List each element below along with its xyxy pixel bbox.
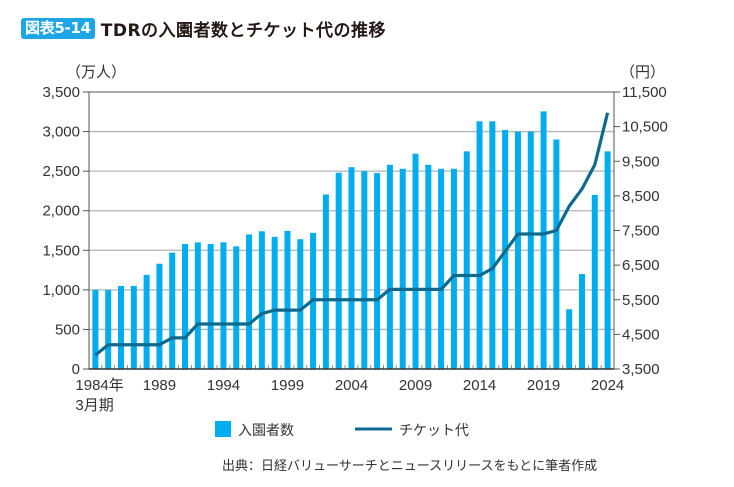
bar-2014	[476, 121, 483, 369]
left-axis-tick-label: 0	[72, 361, 80, 378]
bar-2018	[527, 131, 534, 369]
bar-1986	[118, 285, 125, 369]
source-note: 出典：日経バリューサーチとニュースリリースをもとに筆者作成	[222, 459, 597, 474]
right-axis-tick-label: 5,500	[622, 292, 660, 309]
right-axis-tick-label: 11,500	[622, 84, 667, 101]
right-axis-tick-label: 10,500	[622, 119, 668, 136]
chart-header: 図表5-14 TDRの入園者数とチケット代の推移	[21, 16, 386, 41]
bar-1989	[156, 263, 163, 369]
bar-2002	[322, 194, 329, 369]
x-tick-label: 2009	[399, 377, 432, 394]
bar-2024	[604, 151, 611, 369]
bar-1991	[182, 243, 189, 369]
left-axis-tick-label: 2,500	[42, 163, 80, 180]
figure-number-badge: 図表5-14	[21, 18, 95, 39]
bar-1984	[92, 289, 99, 369]
bar-2015	[489, 121, 496, 369]
chart-title: TDRの入園者数とチケット代の推移	[100, 21, 387, 41]
right-axis-tick-label: 7,500	[622, 223, 660, 240]
x-tick-label: 1999	[271, 377, 304, 394]
right-axis-tick-label: 4,500	[622, 326, 660, 343]
right-axis-tick-label: 8,500	[622, 188, 660, 205]
bar-2007	[386, 164, 393, 369]
bar-1992	[194, 242, 201, 369]
bar-2005	[361, 171, 368, 369]
bar-1996	[246, 234, 253, 369]
left-axis-unit: （万人）	[66, 63, 126, 81]
bar-2019	[540, 111, 547, 369]
bar-2020	[553, 139, 560, 369]
legend: 入園者数 チケット代	[215, 421, 469, 439]
line-series-ticket-price	[94, 112, 610, 357]
left-axis-tick-label: 1,500	[42, 242, 80, 259]
bar-2022	[578, 274, 585, 369]
bar-2013	[463, 151, 470, 369]
legend-label-ticket-price: チケット代	[399, 423, 469, 439]
bar-1985	[105, 289, 112, 369]
bar-1987	[130, 285, 137, 369]
x-sub-label: 3月期	[75, 397, 113, 414]
left-axis-tick-label: 3,500	[42, 84, 80, 101]
x-tick-label: 1989	[143, 377, 176, 394]
x-tick-label: 2024	[591, 377, 624, 394]
x-tick-label: 2004	[335, 377, 368, 394]
legend-label-attendance: 入園者数	[238, 423, 294, 439]
x-tick-label: 2014	[463, 377, 496, 394]
bar-1988	[143, 274, 150, 369]
left-axis-tick-label: 1,000	[42, 282, 80, 299]
bar-2017	[514, 131, 521, 369]
bar-1995	[233, 246, 240, 369]
bar-2012	[450, 168, 457, 369]
x-tick-label: 2019	[527, 377, 560, 394]
bar-1994	[220, 242, 227, 369]
bar-2011	[438, 168, 445, 369]
axes: 0 500 1,000 1,500 2,000 2,500 3,000 3,500 3,500 4…	[42, 84, 667, 414]
bar-1990	[169, 252, 176, 369]
bar-1999	[284, 230, 291, 369]
bar-2003	[335, 172, 342, 369]
bar-2023	[591, 194, 598, 369]
bar-1993	[207, 243, 214, 369]
left-axis-tick-label: 2,000	[42, 203, 80, 220]
right-axis-tick-label: 3,500	[622, 361, 660, 378]
right-axis-tick-label: 6,500	[622, 257, 660, 274]
x-tick-label: 1994	[207, 377, 240, 394]
bar-2009	[412, 153, 419, 369]
x-tick-label: 1984年	[75, 377, 123, 394]
bar-2010	[425, 164, 432, 369]
bar-1998	[271, 236, 278, 369]
left-axis-tick-label: 500	[55, 321, 80, 338]
bar-2008	[399, 168, 406, 369]
bar-2006	[374, 173, 381, 369]
bar-series-attendance	[92, 111, 611, 369]
right-axis-tick-label: 9,500	[622, 153, 660, 170]
bar-1997	[258, 231, 265, 369]
legend-swatch-attendance	[215, 421, 231, 437]
left-axis-tick-label: 3,000	[42, 124, 80, 141]
bar-2000	[297, 239, 304, 369]
right-axis-unit: （円）	[620, 63, 665, 81]
bar-2004	[348, 167, 355, 369]
bar-2021	[566, 309, 573, 369]
